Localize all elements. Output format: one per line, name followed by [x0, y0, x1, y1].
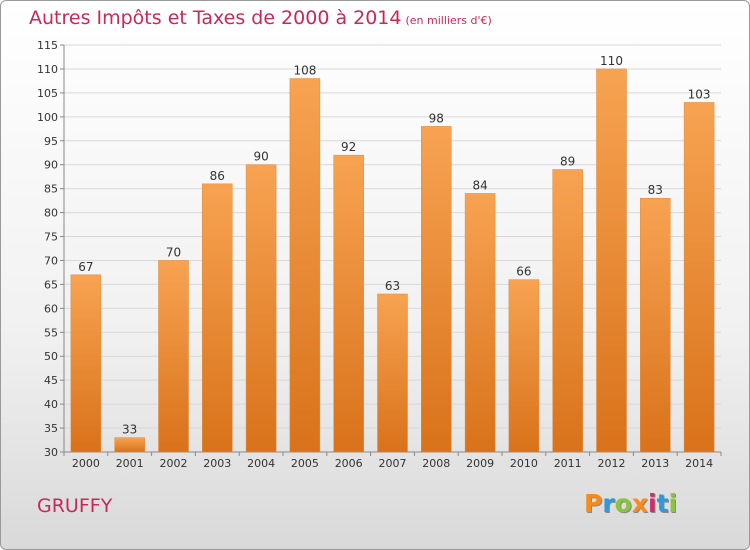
data-labels: 67 33 70 86 90 108 92 63 98 84 66 89 110 83 103 [78, 54, 710, 437]
logo-letter: x [631, 489, 648, 518]
y-tick-label: 45 [44, 374, 58, 387]
bar-2014 [683, 102, 715, 453]
bar-2002 [158, 260, 189, 453]
bar-2005 [289, 78, 321, 453]
bar-2010 [508, 279, 540, 453]
data-label: 67 [78, 260, 93, 274]
y-tick-label: 85 [44, 183, 58, 196]
data-label: 33 [122, 423, 137, 437]
bar-2011 [552, 169, 583, 453]
x-tick-label: 2013 [641, 457, 669, 470]
y-tick-label: 40 [44, 398, 58, 411]
data-label: 70 [166, 245, 181, 259]
x-tick-label: 2010 [510, 457, 538, 470]
x-tick-label: 2004 [247, 457, 275, 470]
y-tick-label: 60 [44, 302, 58, 315]
data-label: 89 [560, 154, 575, 168]
x-tick-label: 2003 [203, 457, 231, 470]
bar-2008 [421, 126, 452, 453]
y-tick-label: 70 [44, 254, 58, 267]
bar-2007 [377, 293, 408, 453]
data-label: 86 [210, 169, 225, 183]
y-tick-label: 55 [44, 326, 58, 339]
data-label: 83 [648, 183, 663, 197]
chart-title-text: Autres Impôts et Taxes de 2000 à 2014 [29, 7, 402, 29]
y-tick-label: 115 [37, 39, 58, 52]
y-tick-label: 65 [44, 278, 58, 291]
data-label: 110 [600, 54, 623, 68]
bar-2012 [596, 68, 627, 453]
y-tick-label: 30 [44, 446, 58, 459]
x-tick-label: 2007 [379, 457, 407, 470]
logo-letter: P [584, 489, 603, 518]
y-tick-label: 90 [44, 159, 58, 172]
y-tick-label: 80 [44, 207, 58, 220]
chart-subtitle: (en milliers d'€) [405, 14, 492, 27]
bar-2009 [464, 193, 496, 453]
logo-letter: r [602, 489, 615, 518]
data-label: 98 [429, 111, 444, 125]
bar-2013 [640, 197, 671, 453]
data-label: 103 [688, 87, 711, 101]
bars [70, 68, 715, 453]
y-tick-label: 75 [44, 231, 58, 244]
x-tick-label: 2002 [160, 457, 188, 470]
bar-2000 [70, 274, 102, 453]
y-tick-labels: 30 35 40 45 50 55 60 65 70 75 80 85 90 95 100 105 110 115 [37, 39, 58, 459]
logo-letter: o [614, 489, 632, 518]
x-tick-label: 2001 [116, 457, 144, 470]
x-tick-label: 2005 [291, 457, 319, 470]
logo-letter: i [648, 489, 657, 518]
y-tick-label: 35 [44, 422, 58, 435]
x-tick-label: 2011 [554, 457, 582, 470]
data-label: 63 [385, 279, 400, 293]
data-label: 108 [293, 64, 316, 78]
x-tick-labels: 2000 2001 2002 2003 2004 2005 2006 2007 2008 2009… [72, 457, 713, 470]
data-label: 66 [516, 265, 531, 279]
bar-2001 [114, 437, 145, 453]
bar-2004 [245, 164, 277, 453]
data-label: 92 [341, 140, 356, 154]
y-tick-label: 105 [37, 87, 58, 100]
x-tick-label: 2009 [466, 457, 494, 470]
y-tick-label: 95 [44, 135, 58, 148]
y-tick-label: 100 [37, 111, 58, 124]
bar-2003 [202, 183, 233, 453]
proxiti-logo[interactable]: Proxiti [584, 489, 677, 518]
x-tick-label: 2006 [335, 457, 363, 470]
y-tick-label: 50 [44, 350, 58, 363]
data-label: 90 [253, 150, 268, 164]
chart-title: Autres Impôts et Taxes de 2000 à 2014 (en… [29, 7, 492, 29]
logo-letter: t [656, 489, 669, 518]
commune-name: GRUFFY [37, 495, 113, 517]
x-tick-label: 2008 [422, 457, 450, 470]
data-label: 84 [472, 178, 487, 192]
logo-letter: i [668, 489, 678, 518]
x-tick-label: 2014 [685, 457, 713, 470]
x-tick-label: 2012 [598, 457, 626, 470]
y-tick-label: 110 [37, 63, 58, 76]
bar-2006 [333, 154, 364, 453]
x-tick-label: 2000 [72, 457, 100, 470]
